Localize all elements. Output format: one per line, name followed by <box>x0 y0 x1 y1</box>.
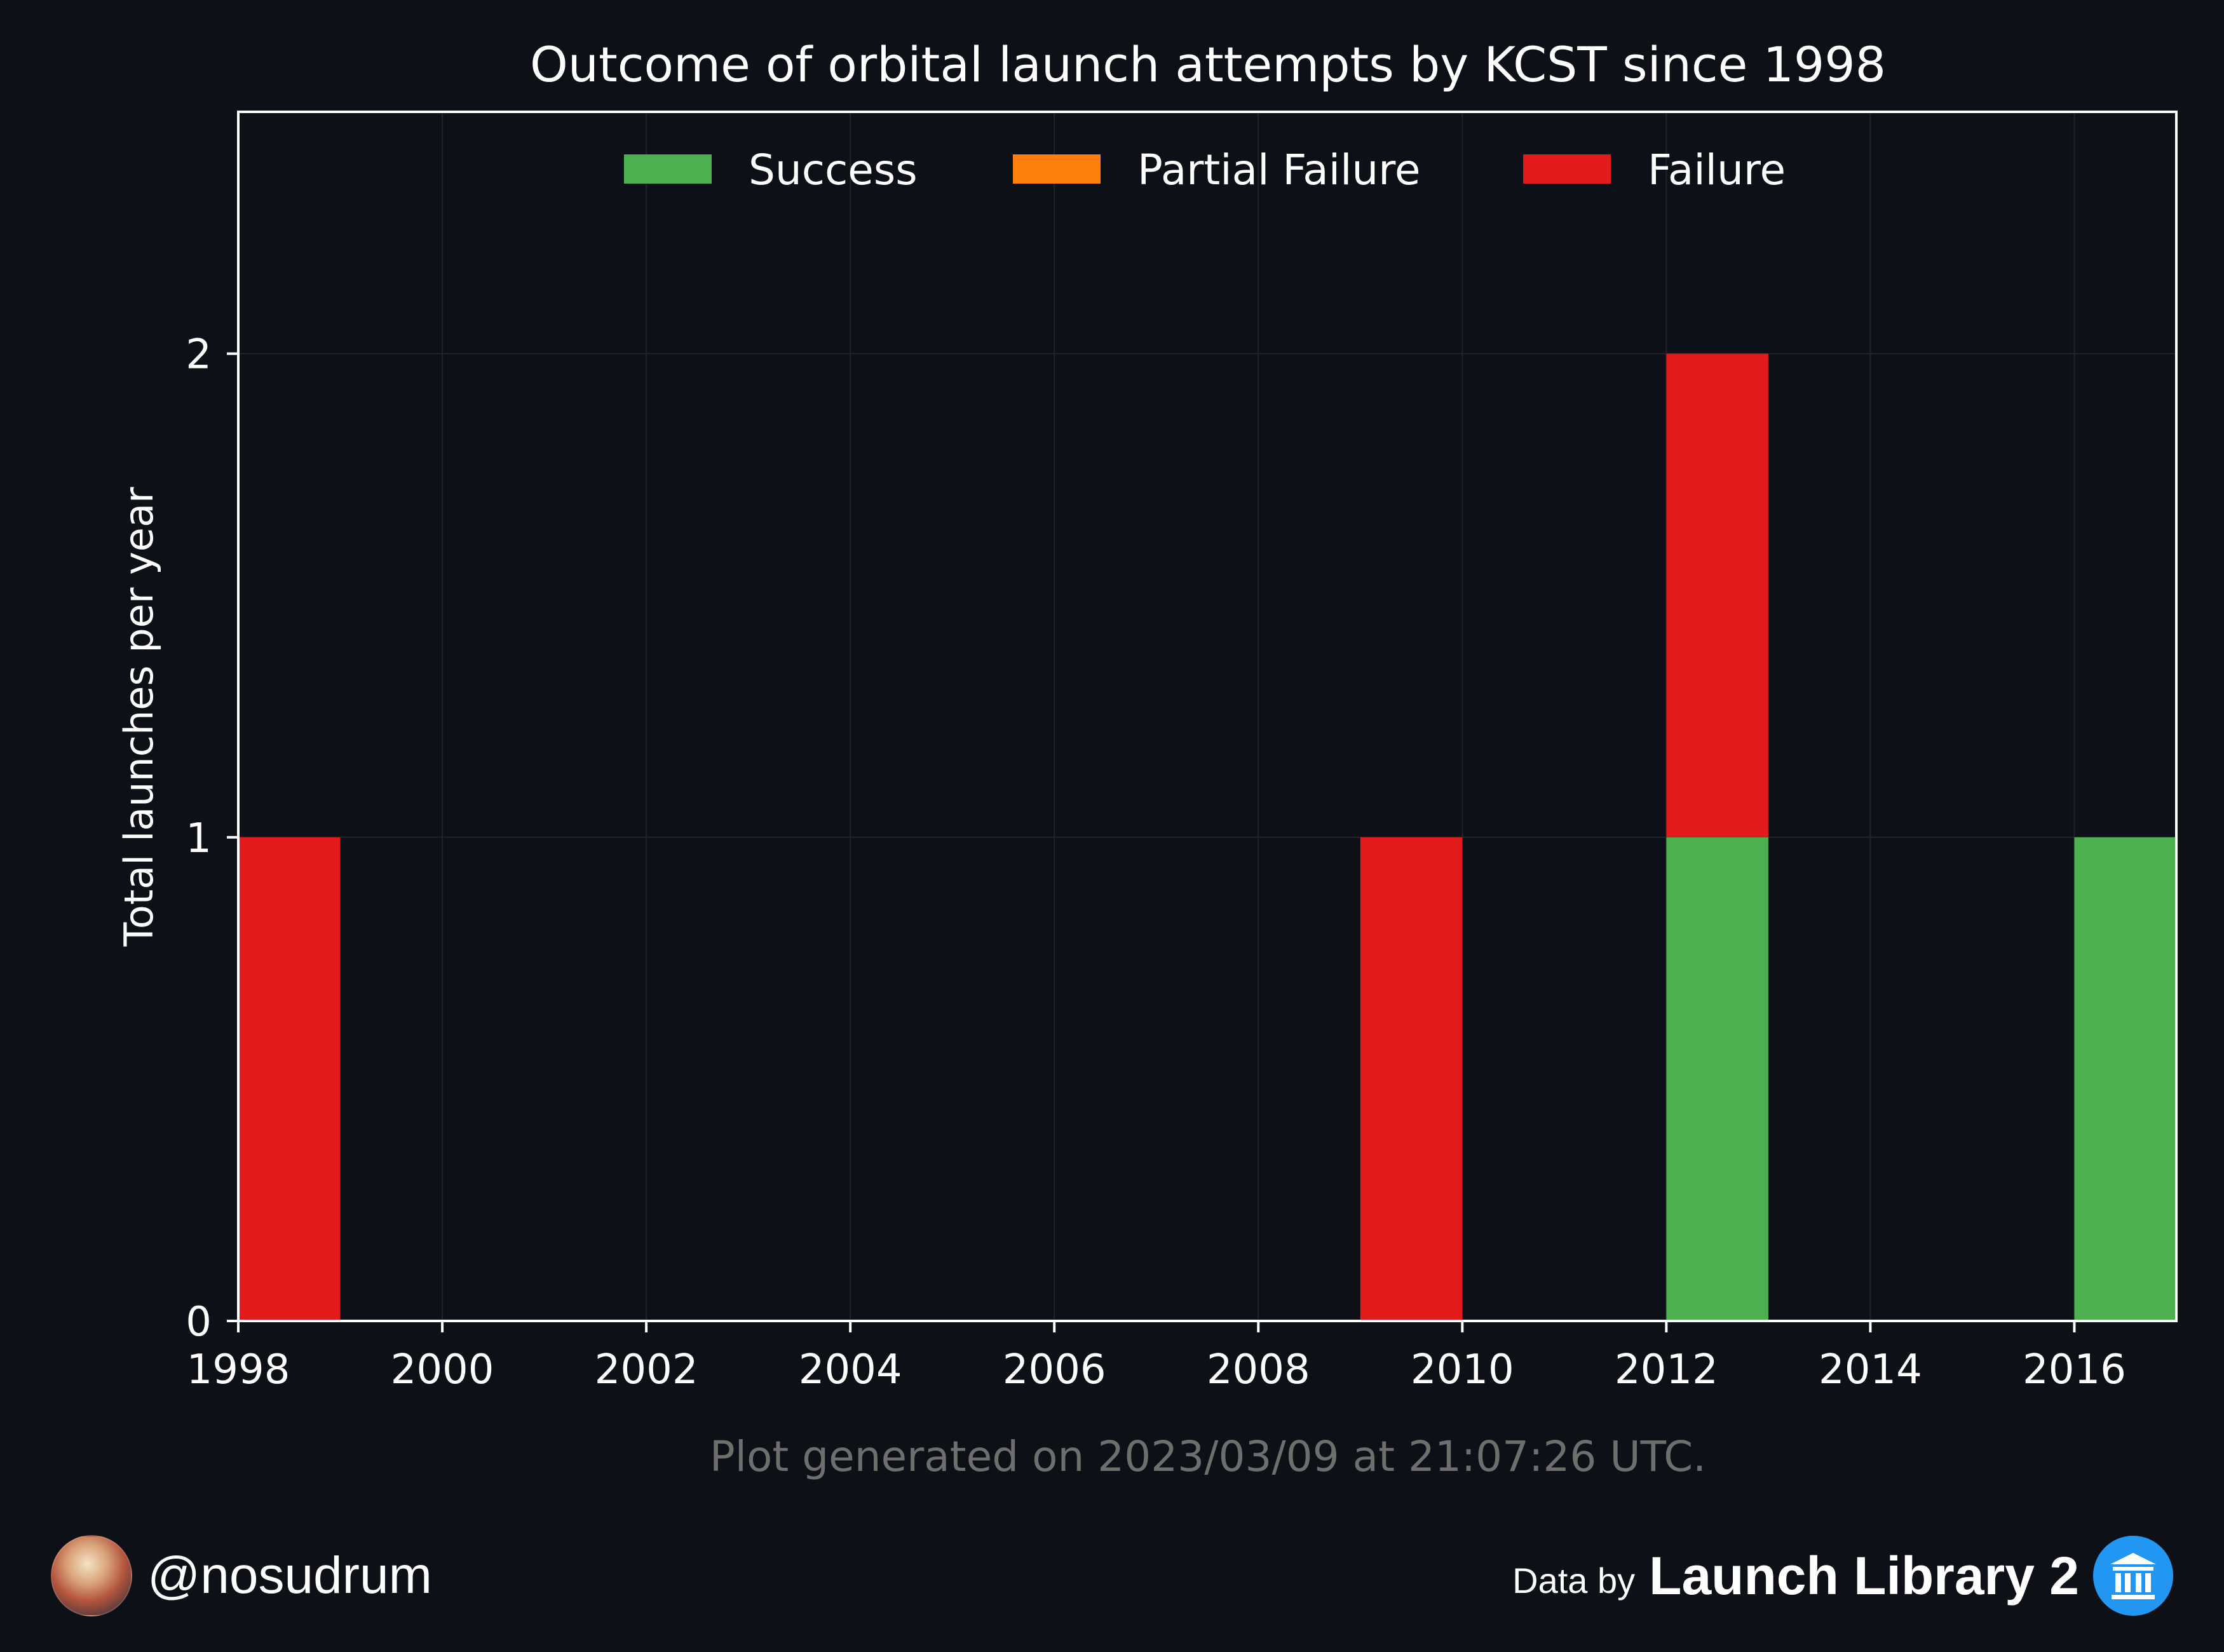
credit-prefix: Data by <box>1512 1560 1636 1601</box>
y-tick-label: 1 <box>186 815 212 862</box>
y-axis-label: Total launches per year <box>116 487 162 947</box>
grid <box>238 112 2176 1322</box>
x-tick-label: 2000 <box>391 1346 494 1393</box>
y-tick-label: 0 <box>186 1299 212 1346</box>
legend-swatch-success <box>624 154 712 184</box>
bar-failure-1998 <box>238 837 341 1321</box>
legend: Success Partial Failure Failure <box>624 146 1786 194</box>
plot-frame <box>237 111 2178 1322</box>
x-tick-label: 2012 <box>1615 1346 1718 1393</box>
launch-library-logo-icon <box>2093 1536 2173 1616</box>
bars <box>238 353 2176 1321</box>
x-tick-label: 2014 <box>1819 1346 1922 1393</box>
bar-success-2012 <box>1666 837 1768 1321</box>
ticks: 1998 2000 2002 2004 2006 2008 2010 2012 2014 2016… <box>186 332 2126 1393</box>
legend-swatch-failure <box>1523 154 1611 184</box>
legend-label-partial-failure: Partial Failure <box>1137 146 1421 194</box>
author-handle[interactable]: @nosudrum <box>147 1547 432 1604</box>
astronaut-avatar-icon <box>51 1535 132 1616</box>
x-tick-label: 2006 <box>1003 1346 1106 1393</box>
footnote: Plot generated on 2023/03/09 at 21:07:26… <box>710 1432 1706 1481</box>
chart-title: Outcome of orbital launch attempts by KC… <box>530 36 1886 93</box>
x-tick-label: 2008 <box>1207 1346 1310 1393</box>
x-tick-label: 2004 <box>799 1346 902 1393</box>
bar-failure-2009 <box>1360 837 1463 1321</box>
bar-success-2016 <box>2074 837 2176 1321</box>
y-tick-label: 2 <box>186 332 212 379</box>
data-credit: Data by Launch Library 2 <box>1512 1531 2173 1620</box>
x-tick-label: 2010 <box>1411 1346 1514 1393</box>
author: @nosudrum <box>51 1531 432 1620</box>
legend-swatch-partial-failure <box>1013 154 1101 184</box>
legend-label-success: Success <box>749 146 918 194</box>
legend-label-failure: Failure <box>1648 146 1786 194</box>
x-tick-label: 2016 <box>2023 1346 2126 1393</box>
credit-name[interactable]: Launch Library 2 <box>1649 1545 2079 1606</box>
x-tick-label: 1998 <box>187 1346 290 1393</box>
x-tick-label: 2002 <box>595 1346 698 1393</box>
bar-failure-2012 <box>1666 353 1768 837</box>
